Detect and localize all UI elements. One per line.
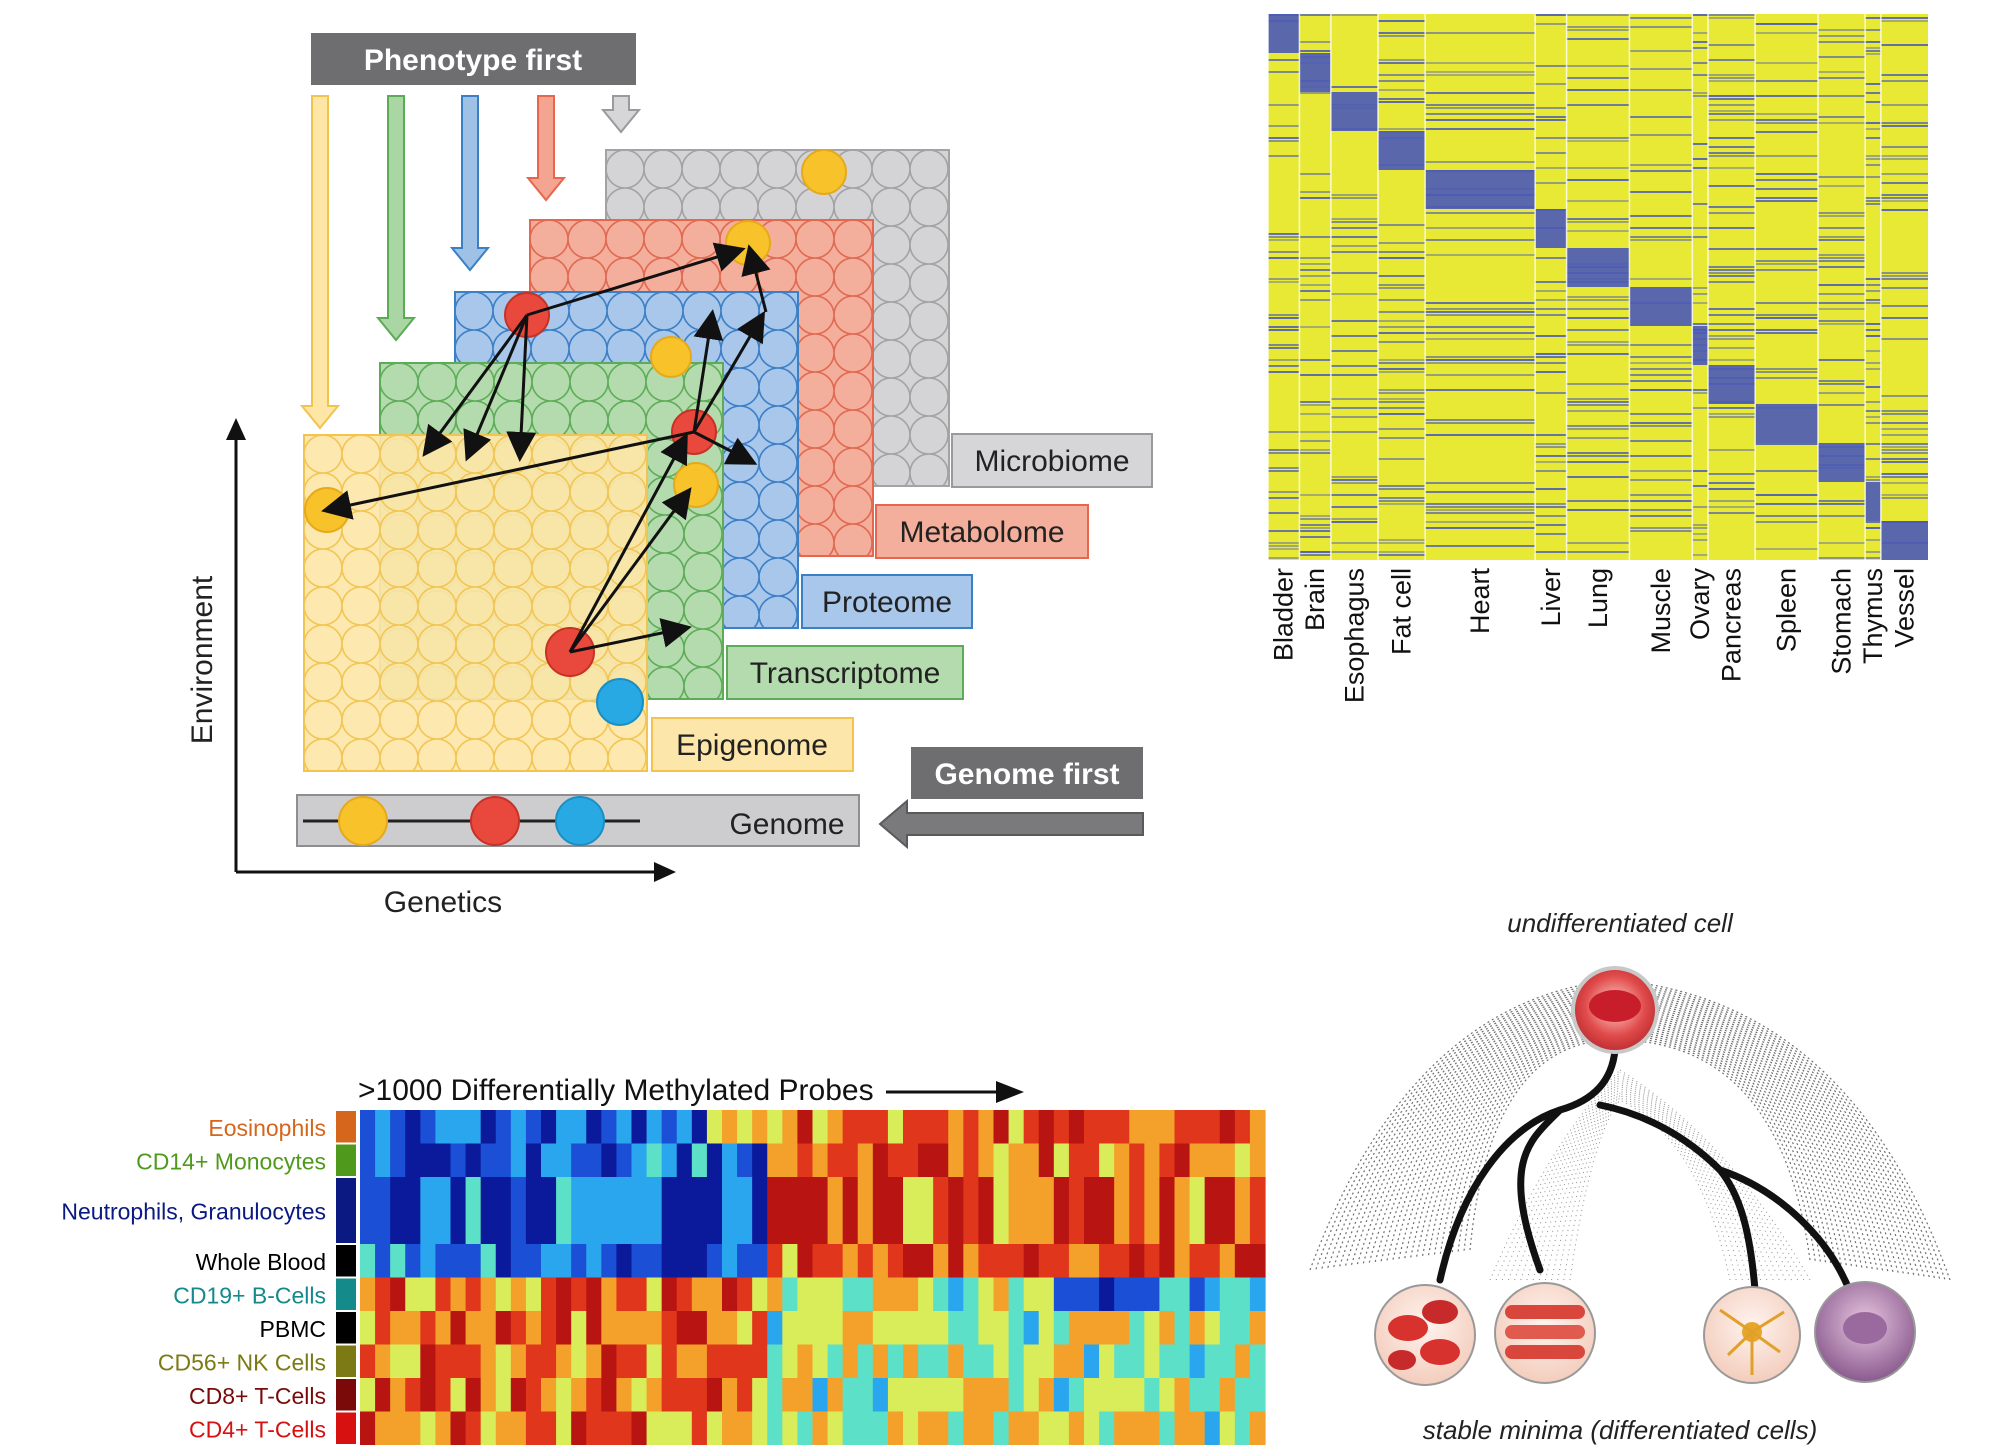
proteome-label: Proteome [822, 586, 952, 619]
phenotype-arrows [299, 95, 642, 430]
epigenome-label: Epigenome [676, 729, 828, 762]
tissue-block [1299, 53, 1331, 92]
methylation-heatmap: Eosinophils CD14+ Monocytes Neutrophils, G… [61, 1110, 1266, 1445]
tissue-block [1566, 248, 1630, 287]
tissue-block [1425, 170, 1536, 209]
epithelial-cell [1814, 1281, 1916, 1383]
methylation-row-chip [336, 1144, 356, 1176]
methylation-row-chip [336, 1278, 356, 1310]
tissue-block [1378, 131, 1426, 170]
methylation-row-labels: Eosinophils CD14+ Monocytes Neutrophils, G… [61, 1115, 326, 1443]
methylation-row-label: CD14+ Monocytes [136, 1148, 326, 1174]
methylation-title-arrow [885, 1081, 1024, 1104]
tissue-block [1818, 443, 1866, 482]
landscape-bottom-label: stable minima (differentiated cells) [1422, 1415, 1818, 1445]
methylation-row-chip [336, 1379, 356, 1411]
methylation-row-chip [336, 1245, 356, 1277]
methylation-row-chips [336, 1111, 356, 1444]
valley-paths [1436, 1046, 1854, 1296]
undifferentiated-cell [1571, 966, 1659, 1054]
waddington-landscape [1309, 966, 1951, 1386]
landscape-panel: undifferentiated cell [1290, 900, 1990, 1454]
methylation-row-label: PBMC [260, 1316, 326, 1342]
tissue-label: Heart [1465, 568, 1495, 635]
methylation-row-chip [336, 1412, 356, 1444]
metabolome-label: Metabolome [899, 516, 1064, 549]
axes [226, 418, 676, 882]
tissue-block [1865, 482, 1881, 521]
tissue-block [1268, 14, 1300, 53]
tissue-label: Ovary [1685, 568, 1715, 641]
methylation-row-label: Eosinophils [208, 1115, 326, 1141]
methylation-row-label: CD19+ B-Cells [173, 1282, 326, 1308]
methylation-row-chip [336, 1111, 356, 1143]
red-blood-cells [1374, 1284, 1476, 1386]
landscape-top-label: undifferentiated cell [1507, 908, 1733, 938]
genome-bar: Genome [296, 794, 860, 847]
methylation-row-chip [336, 1312, 356, 1344]
methylation-row-label: Neutrophils, Granulocytes [61, 1199, 326, 1225]
tissue-label: Vessel [1889, 568, 1919, 648]
tissue-label: Bladder [1269, 568, 1299, 661]
muscle-cell [1494, 1282, 1596, 1384]
heatmap-separators [1267, 14, 1882, 560]
tissue-label: Spleen [1772, 568, 1802, 652]
methylation-title-text: >1000 Differentially Methylated Probes [358, 1074, 874, 1107]
tissue-block [1880, 521, 1928, 560]
genome-first-arrow [878, 798, 1144, 850]
tissue-block [1708, 365, 1756, 404]
methylation-row-chip [336, 1178, 356, 1243]
tissue-block [1692, 326, 1708, 365]
tissue-heatmap: Bladder Brain Esophagus Fat cell Heart Liver L… [1267, 14, 1928, 704]
methylation-row-label: CD56+ NK Cells [158, 1349, 326, 1375]
tissue-label: Liver [1536, 568, 1566, 627]
genome-first-label: Genome first [934, 758, 1119, 791]
tissue-block [1755, 404, 1818, 443]
phenotype-first-label: Phenotype first [364, 44, 582, 77]
methylation-row-chip [336, 1345, 356, 1377]
microbiome-label: Microbiome [974, 445, 1129, 478]
tissue-label: Lung [1583, 568, 1613, 628]
tissue-labels: Bladder Brain Esophagus Fat cell Heart Liver L… [1269, 568, 1920, 704]
genetics-axis-label: Genetics [384, 886, 502, 919]
tissue-block [1330, 92, 1378, 131]
genome-first-box [911, 747, 1143, 799]
interaction-arrows [321, 242, 771, 654]
tissue-label: Pancreas [1717, 568, 1747, 682]
phenotype-first-box [311, 33, 636, 85]
methylation-row-label: CD8+ T-Cells [189, 1383, 326, 1409]
layer-labels: Microbiome Metabolome Proteome Transcrip… [651, 433, 1153, 772]
tissue-block [1535, 209, 1567, 248]
methylation-panel: >1000 Differentially Methylated Probes E… [0, 1060, 1280, 1454]
tissue-label: Brain [1300, 568, 1330, 631]
tissue-label: Stomach [1827, 568, 1857, 675]
transcriptome-label: Transcriptome [750, 657, 941, 690]
methylation-title: >1000 Differentially Methylated Probes [358, 1074, 1026, 1108]
environment-axis-label: Environment [186, 575, 219, 744]
neuron-cell [1703, 1286, 1801, 1384]
heatmap-tissue-blocks [1268, 14, 1928, 560]
multiomics-diagram: Phenotype first [186, 33, 1153, 919]
tissue-label: Thymus [1858, 568, 1888, 664]
tissue-label: Muscle [1646, 568, 1676, 654]
tissue-heatmap-panel: Bladder Brain Esophagus Fat cell Heart Liver L… [1267, 14, 1958, 894]
methylation-row-label: CD4+ T-Cells [189, 1416, 326, 1442]
tissue-block [1629, 287, 1693, 326]
methylation-row-label: Whole Blood [196, 1249, 326, 1275]
methylation-cells [360, 1110, 1266, 1445]
tissue-label: Fat cell [1387, 568, 1417, 655]
layer-epigenome [303, 434, 648, 772]
tissue-label: Esophagus [1339, 568, 1369, 703]
genome-label: Genome [729, 808, 844, 841]
